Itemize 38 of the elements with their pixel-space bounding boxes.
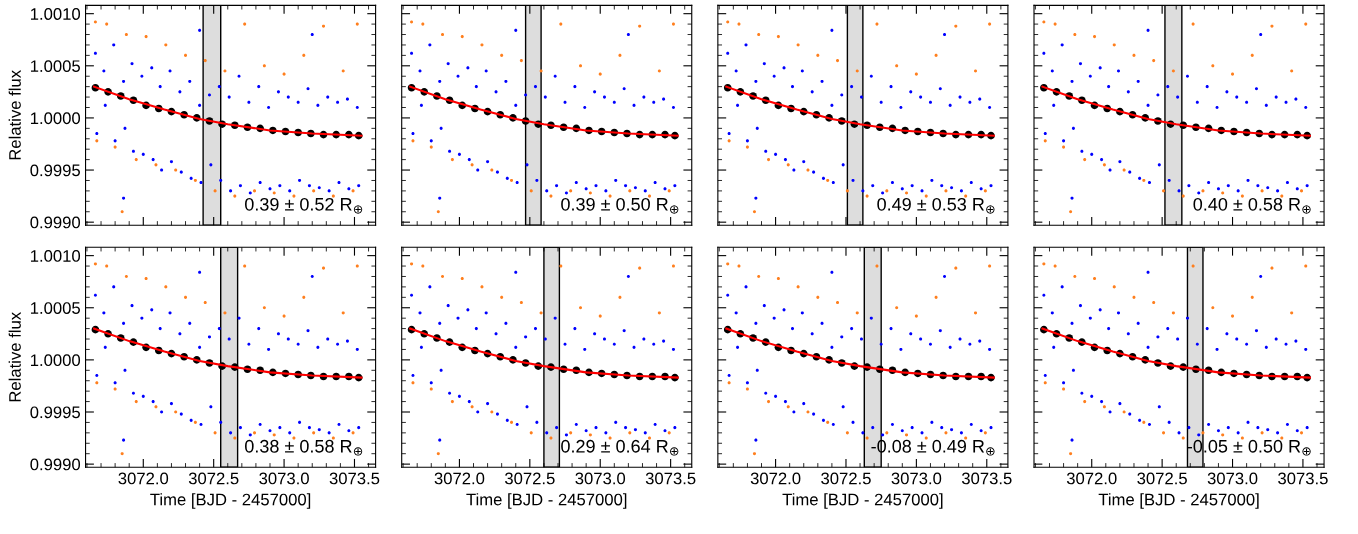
x-tick-label: 3072.0 [750,472,801,485]
y-axis-title: Relative flux [8,312,21,402]
y-tick-label: 0.9995 [30,406,80,419]
annotation: 0.49 ± 0.53 R$_{⊕}$ [877,197,995,214]
y-axis-title: Relative flux [8,70,21,160]
annotation: 0.29 ± 0.64 R$_{⊕}$ [561,439,679,456]
y-tick-label: 1.0010 [30,250,81,262]
x-axis-title: Time [BJD - 2457000] [150,493,311,509]
annotation: 0.39 ± 0.52 R$_{⊕}$ [245,197,363,214]
y-tick-label: 0.9990 [30,216,81,229]
x-tick-label: 3073.0 [259,472,309,485]
x-tick-label: 3072.5 [1137,472,1187,485]
annotation: 0.39 ± 0.50 R$_{⊕}$ [561,197,679,214]
y-tick-label: 1.0000 [30,112,81,125]
y-tick-label: 1.0000 [30,354,81,367]
y-tick-label: 1.0010 [30,8,81,20]
x-tick-label: 3072.5 [821,472,871,485]
y-tick-label: 1.0005 [30,60,80,73]
x-tick-label: 3073.5 [1278,472,1328,485]
x-tick-label: 3072.5 [504,472,555,485]
x-tick-label: 3072.5 [188,472,239,485]
x-axis-title: Time [BJD - 2457000] [1098,493,1259,509]
x-axis-title: Time [BJD - 2457000] [466,493,627,509]
x-tick-label: 3072.0 [1066,472,1117,485]
y-tick-label: 0.9990 [30,458,81,471]
x-tick-label: 3073.5 [645,472,696,485]
x-tick-label: 3073.0 [891,472,942,485]
annotation: 0.40 ± 0.58 R$_{⊕}$ [1193,197,1311,214]
y-tick-label: 0.9995 [30,164,80,177]
x-tick-label: 3073.0 [575,472,626,485]
x-tick-label: 3073.0 [1207,472,1258,485]
annotation: 0.38 ± 0.58 R$_{⊕}$ [245,439,363,456]
x-tick-label: 3073.5 [961,472,1012,485]
x-tick-label: 3073.5 [329,472,380,485]
y-tick-label: 1.0005 [30,302,80,314]
x-axis-title: Time [BJD - 2457000] [782,493,943,509]
x-tick-label: 3072.0 [118,472,169,485]
x-tick-label: 3072.0 [434,472,485,485]
